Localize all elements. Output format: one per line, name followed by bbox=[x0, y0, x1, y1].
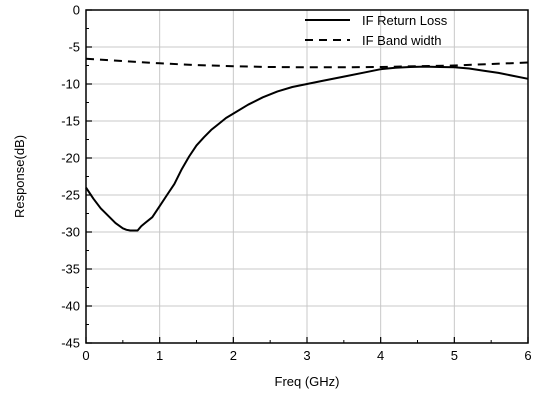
y-tick-label-neg35: -35 bbox=[61, 262, 80, 277]
legend-label-if-band-width: IF Band width bbox=[362, 33, 442, 48]
tick-labels: 0 1 2 3 4 5 6 0 -5 -10 -15 -20 -25 -30 -35 -40 -45 bbox=[61, 3, 531, 364]
y-tick-label-0: 0 bbox=[73, 3, 80, 18]
axis-ticks bbox=[85, 9, 529, 344]
y-tick-label-neg25: -25 bbox=[61, 188, 80, 203]
x-axis-title: Freq (GHz) bbox=[275, 374, 340, 389]
legend-label-if-return-loss: IF Return Loss bbox=[362, 13, 448, 28]
y-tick-label-neg30: -30 bbox=[61, 225, 80, 240]
series-layer bbox=[85, 57, 529, 232]
x-tick-label-0: 0 bbox=[82, 348, 89, 363]
x-tick-label-1: 1 bbox=[156, 348, 163, 363]
y-tick-label-neg10: -10 bbox=[61, 77, 80, 92]
legend: IF Return Loss IF Band width bbox=[305, 13, 448, 48]
series-line-if-band-width bbox=[85, 57, 529, 69]
x-tick-label-4: 4 bbox=[377, 348, 384, 363]
y-tick-label-neg20: -20 bbox=[61, 151, 80, 166]
y-tick-label-neg40: -40 bbox=[61, 299, 80, 314]
grid bbox=[86, 10, 528, 343]
y-tick-label-neg45: -45 bbox=[61, 336, 80, 351]
x-tick-label-2: 2 bbox=[230, 348, 237, 363]
y-axis-title: Response(dB) bbox=[12, 135, 27, 218]
x-tick-label-3: 3 bbox=[303, 348, 310, 363]
x-tick-label-6: 6 bbox=[524, 348, 531, 363]
y-tick-label-neg5: -5 bbox=[68, 40, 80, 55]
x-tick-label-5: 5 bbox=[451, 348, 458, 363]
y-tick-label-neg15: -15 bbox=[61, 114, 80, 129]
